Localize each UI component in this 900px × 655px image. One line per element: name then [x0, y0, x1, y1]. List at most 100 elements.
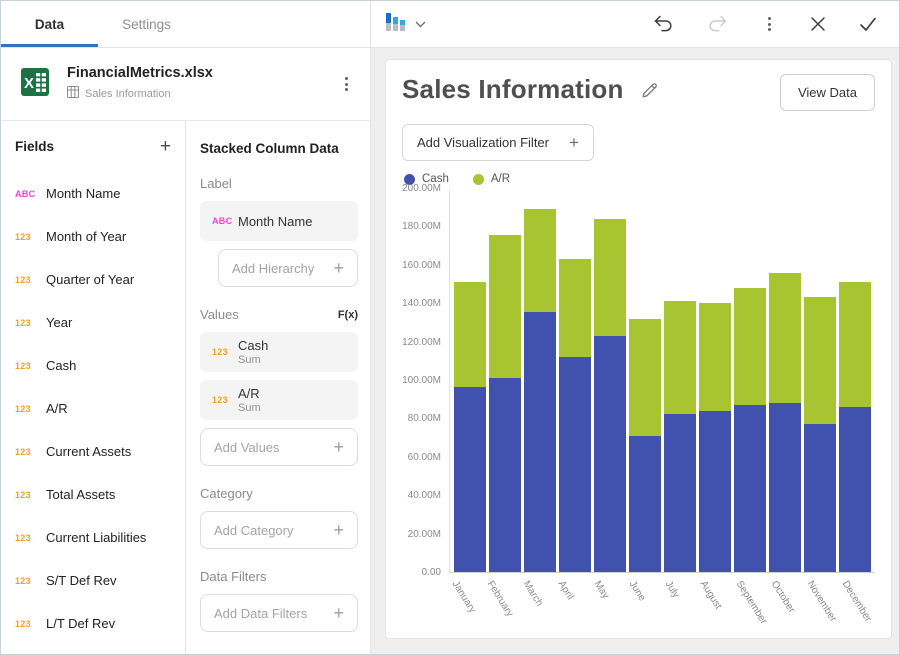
y-tick-label: 120.00M — [402, 336, 441, 348]
field-item[interactable]: 123 Current Assets — [15, 430, 171, 473]
bar-column-february[interactable] — [488, 235, 521, 572]
bar-column-october[interactable] — [769, 272, 802, 572]
chip-text: Cash Sum — [238, 338, 268, 366]
field-item[interactable]: ABC Month Name — [15, 172, 171, 215]
fx-expression-button[interactable]: F(x) — [337, 308, 358, 321]
fields-panel: Fields + ABC Month Name 123 Month of Year 12… — [1, 121, 186, 654]
data-source-header: X FinancialMetrics.xlsx Sales Informatio… — [1, 48, 370, 121]
chart-type-selector[interactable] — [386, 12, 426, 36]
fields-title: Fields — [15, 139, 55, 154]
tabs-bar: Data Settings — [1, 1, 370, 48]
add-data-filters-button[interactable]: Add Data Filters + — [200, 594, 358, 632]
bar-segment-cash — [769, 403, 802, 572]
field-item[interactable]: 123 A/R — [15, 387, 171, 430]
x-tick-label: February — [484, 579, 516, 619]
label-chip-month-name[interactable]: ABC Month Name — [200, 201, 358, 241]
bar-segment-ar — [593, 218, 626, 336]
category-section-title: Category — [200, 486, 253, 501]
value-chip-cash[interactable]: 123 Cash Sum — [200, 332, 358, 372]
field-item[interactable]: 123 Current Liabilities — [15, 516, 171, 559]
legend-item-ar[interactable]: A/R — [472, 173, 510, 185]
more-options-kebab-icon[interactable] — [762, 11, 777, 37]
y-tick-label: 160.00M — [402, 259, 441, 271]
confirm-check-icon[interactable] — [859, 16, 877, 32]
bar-segment-ar — [734, 287, 767, 405]
bar-column-may[interactable] — [593, 218, 626, 572]
file-meta: FinancialMetrics.xlsx Sales Information — [67, 65, 339, 103]
bar-column-march[interactable] — [523, 209, 556, 572]
toolbar — [371, 1, 899, 48]
bar-segment-ar — [699, 303, 732, 411]
tab-data[interactable]: Data — [34, 16, 65, 32]
value-chip-ar[interactable]: 123 A/R Sum — [200, 380, 358, 420]
x-tick-label: July — [662, 579, 682, 600]
visualization-card: Sales Information View Data Add Visualiz… — [385, 59, 892, 639]
field-label: Cash — [46, 358, 77, 373]
y-tick-label: 180.00M — [402, 221, 441, 233]
bar-column-june[interactable] — [628, 318, 661, 572]
bar-column-september[interactable] — [734, 287, 767, 572]
add-hierarchy-label: Add Hierarchy — [232, 260, 315, 276]
x-tick-label: August — [697, 579, 724, 612]
field-item[interactable]: 123 S/T Def Rev — [15, 559, 171, 602]
bar-segment-ar — [523, 209, 556, 312]
x-tick-label: October — [768, 579, 798, 616]
stacked-column-data-panel: Stacked Column Data Label ABC Month Name… — [186, 121, 370, 654]
bar-column-january[interactable] — [453, 282, 486, 572]
field-item[interactable]: 123 Month of Year — [15, 215, 171, 258]
bar-column-november[interactable] — [804, 297, 837, 572]
y-tick-label: 80.00M — [407, 413, 441, 425]
chip-aggregation: Sum — [238, 402, 261, 414]
bar-segment-cash — [628, 435, 661, 572]
field-label: Month Name — [46, 186, 121, 201]
legend-item-cash[interactable]: Cash — [404, 173, 449, 185]
file-options-kebab-icon[interactable] — [339, 71, 354, 97]
field-type-number-icon: 123 — [212, 347, 228, 357]
field-type-number-icon: 123 — [15, 231, 31, 242]
close-icon[interactable] — [810, 16, 826, 32]
undo-button[interactable] — [652, 14, 674, 34]
svg-text:X: X — [24, 75, 34, 92]
add-field-plus-icon[interactable]: + — [159, 136, 171, 157]
sheet-row: Sales Information — [67, 85, 339, 103]
bar-column-april[interactable] — [558, 259, 591, 572]
legend-dot-icon — [404, 173, 415, 185]
field-item[interactable]: 123 Year — [15, 301, 171, 344]
bar-segment-ar — [558, 259, 591, 357]
field-item[interactable]: 123 L/T Def Rev — [15, 602, 171, 645]
add-values-button[interactable]: Add Values + — [200, 428, 358, 466]
field-label: Total Assets — [46, 487, 116, 502]
bar-column-august[interactable] — [699, 303, 732, 572]
field-type-number-icon: 123 — [212, 395, 228, 405]
visualization-title: Sales Information — [402, 74, 624, 104]
add-category-button[interactable]: Add Category + — [200, 511, 358, 549]
bar-segment-cash — [734, 404, 767, 572]
tab-settings[interactable]: Settings — [122, 16, 171, 32]
label-section-title: Label — [200, 176, 232, 191]
legend-dot-icon — [472, 173, 484, 185]
x-tick-label: January — [449, 579, 478, 616]
bar-segment-cash — [699, 410, 732, 572]
add-visualization-filter-button[interactable]: Add Visualization Filter + — [402, 124, 594, 161]
field-item[interactable]: 123 Quarter of Year — [15, 258, 171, 301]
bar-segment-cash — [523, 311, 556, 572]
left-panel: Data Settings X FinancialMetrics.xlsx — [1, 1, 371, 654]
x-tick-label: June — [626, 579, 648, 604]
field-label: Year — [46, 315, 73, 330]
field-item[interactable]: 123 Cash — [15, 344, 171, 387]
edit-title-pencil-icon[interactable] — [640, 81, 659, 105]
bar-segment-cash — [593, 335, 626, 572]
x-axis-labels: January February March April May June July Augu… — [449, 573, 875, 630]
bar-column-december[interactable] — [839, 282, 872, 572]
bar-column-july[interactable] — [663, 301, 697, 572]
y-tick-label: 200.00M — [402, 183, 441, 194]
redo-button[interactable] — [707, 14, 729, 34]
add-hierarchy-button[interactable]: Add Hierarchy + — [218, 249, 358, 287]
view-data-button[interactable]: View Data — [779, 74, 875, 111]
bar-segment-cash — [804, 424, 837, 572]
bar-segment-cash — [558, 356, 591, 572]
field-item[interactable]: 123 Total Assets — [15, 473, 171, 516]
x-tick-label: April — [555, 579, 576, 602]
field-type-number-icon: 123 — [15, 360, 31, 371]
y-tick-label: 60.00M — [407, 451, 441, 463]
